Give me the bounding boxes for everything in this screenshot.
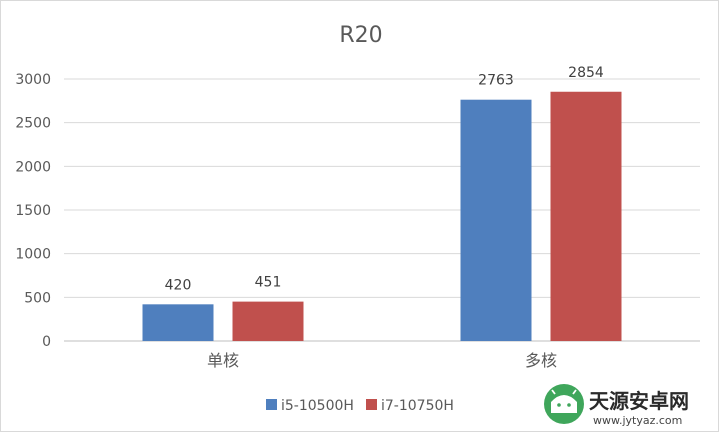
x-category-label: 单核	[207, 351, 239, 370]
chart-title: R20	[339, 23, 382, 48]
legend-swatch	[366, 399, 377, 410]
data-label: 420	[165, 277, 192, 293]
y-tick-label: 1500	[15, 203, 51, 219]
legend-label: i7-10750H	[381, 398, 454, 414]
y-tick-label: 1000	[15, 247, 51, 263]
x-axis-categories: 单核 多核	[207, 351, 557, 370]
data-label: 2854	[568, 65, 604, 81]
y-tick-label: 2500	[15, 116, 51, 132]
bar	[550, 91, 622, 341]
data-labels: 420 451 2763 2854	[165, 65, 604, 294]
data-label: 2763	[478, 73, 514, 89]
x-category-label: 多核	[525, 351, 557, 370]
y-tick-label: 0	[42, 334, 51, 350]
data-label: 451	[255, 275, 282, 291]
y-tick-label: 3000	[15, 72, 51, 88]
y-tick-label: 500	[24, 290, 51, 306]
legend-label: i5-10500H	[281, 398, 354, 414]
y-tick-label: 2000	[15, 159, 51, 175]
bars	[142, 91, 622, 341]
legend-swatch	[266, 399, 277, 410]
watermark-name: 天源安卓网	[589, 389, 689, 413]
bar	[142, 304, 214, 341]
y-axis-ticks: 0 500 1000 1500 2000 2500 3000	[15, 72, 51, 350]
watermark: 天源安卓网 www.jytyaz.com	[544, 384, 689, 427]
bar	[460, 99, 532, 341]
watermark-url: www.jytyaz.com	[593, 414, 682, 427]
grid-lines	[64, 78, 700, 342]
legend: i5-10500H i7-10750H	[266, 398, 454, 414]
android-icon	[544, 384, 584, 424]
bar	[232, 301, 304, 341]
